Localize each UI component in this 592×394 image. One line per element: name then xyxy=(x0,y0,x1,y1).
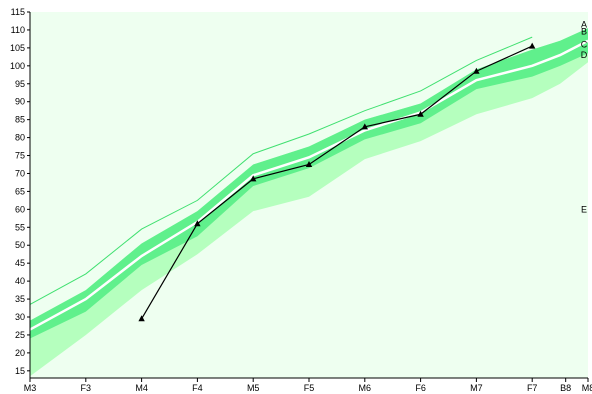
y-tick-label: 105 xyxy=(10,43,25,53)
x-tick-label: M3 xyxy=(24,383,37,393)
data-point xyxy=(361,123,368,130)
band-label-c: C xyxy=(581,39,588,49)
y-tick-label: 85 xyxy=(15,115,25,125)
y-tick-label: 65 xyxy=(15,186,25,196)
x-tick-label: M4 xyxy=(135,383,148,393)
x-tick-label: B8 xyxy=(560,383,571,393)
y-axis: 15 20 25 30 35 40 45 50 55 60 65 70 75 80 85 90 95 100 105… xyxy=(10,7,31,378)
y-tick-label: 75 xyxy=(15,151,25,161)
y-tick-label: 90 xyxy=(15,97,25,107)
x-tick-label: M6 xyxy=(359,383,372,393)
y-tick-label: 20 xyxy=(15,348,25,358)
data-series xyxy=(138,42,536,322)
band-label-b: B xyxy=(581,27,587,37)
data-point xyxy=(194,220,201,227)
x-tick-label: F7 xyxy=(527,383,538,393)
inner-band xyxy=(30,28,588,339)
data-point xyxy=(138,315,145,322)
y-tick-label: 45 xyxy=(15,258,25,268)
band-label-a: A xyxy=(581,20,587,30)
y-tick-label: 50 xyxy=(15,240,25,250)
y-tick-label: 95 xyxy=(15,79,25,89)
x-tick-label: M7 xyxy=(470,383,483,393)
data-point xyxy=(473,67,480,74)
x-tick-label: F6 xyxy=(415,383,426,393)
series-line xyxy=(141,45,533,320)
x-axis: M3 F3 M4 F4 M5 F5 M6 F6 M7 F7 B8 M8 xyxy=(24,377,592,393)
data-point xyxy=(305,161,313,167)
x-tick-label: F4 xyxy=(192,383,203,393)
band-label-d: D xyxy=(581,50,588,60)
y-tick-label: 25 xyxy=(15,330,25,340)
x-tick-label: M5 xyxy=(247,383,260,393)
y-tick-label: 100 xyxy=(10,61,25,71)
x-tick-label: F3 xyxy=(81,383,92,393)
y-tick-label: 30 xyxy=(15,312,25,322)
y-tick-label: 115 xyxy=(11,7,25,17)
band-label-e: E xyxy=(581,204,587,214)
y-tick-label: 40 xyxy=(15,276,25,286)
data-point xyxy=(417,110,424,117)
outer-band xyxy=(30,28,588,377)
y-tick-label: 15 xyxy=(15,366,25,376)
x-tick-label: M8 xyxy=(582,383,592,393)
y-tick-label: 60 xyxy=(15,204,25,214)
y-tick-label: 110 xyxy=(11,25,25,35)
data-point xyxy=(529,42,536,49)
y-tick-label: 35 xyxy=(15,294,25,304)
y-tick-label: 55 xyxy=(15,222,25,232)
median-line xyxy=(29,39,589,331)
y-tick-label: 70 xyxy=(15,168,25,178)
upper-reference-line xyxy=(29,36,533,305)
x-tick-label: F5 xyxy=(304,383,315,393)
data-point xyxy=(250,175,257,182)
y-tick-label: 80 xyxy=(15,133,25,143)
